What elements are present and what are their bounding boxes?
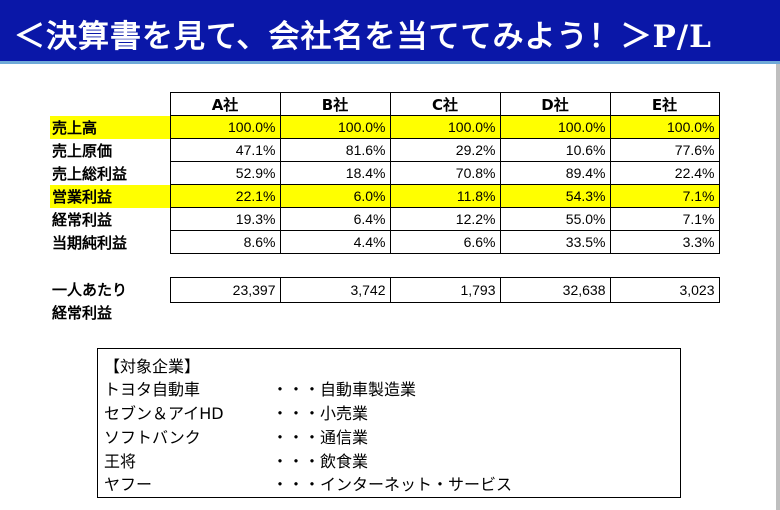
company-industry: ・・・自動車製造業 xyxy=(272,380,417,399)
table-row: 経常利益 19.3% 6.4% 12.2% 55.0% 7.1% xyxy=(50,207,720,231)
companies-box: 【対象企業】 トヨタ自動車 ・・・自動車製造業 セブン＆アイHD ・・・小売業 … xyxy=(97,348,681,498)
companies-heading: 【対象企業】 xyxy=(104,357,201,376)
cell-value: 4.4% xyxy=(279,230,391,254)
company-industry: ・・・飲食業 xyxy=(272,452,369,471)
per-capita-label-line2: 経常利益 xyxy=(52,304,113,322)
cell-value: 100.0% xyxy=(169,115,281,139)
cell-value: 100.0% xyxy=(279,115,391,139)
header-blank xyxy=(50,93,170,116)
cell-value: 89.4% xyxy=(499,161,611,185)
cell-value: 77.6% xyxy=(609,138,720,162)
frame-edge xyxy=(776,64,780,510)
cell-value: 18.4% xyxy=(279,161,391,185)
cell-value: 29.2% xyxy=(389,138,501,162)
per-capita-row: 一人あたり 23,397 3,742 1,793 32,638 3,023 xyxy=(50,277,720,303)
header-row: A社 B社 C社 D社 E社 xyxy=(50,92,720,116)
cell-value: 1,793 xyxy=(389,277,501,303)
table-row: 売上原価 47.1% 81.6% 29.2% 10.6% 77.6% xyxy=(50,138,720,162)
cell-value: 100.0% xyxy=(389,115,501,139)
column-header: E社 xyxy=(609,92,720,116)
cell-value: 54.3% xyxy=(499,184,611,208)
cell-value: 3.3% xyxy=(609,230,720,254)
table-row: 売上高 100.0% 100.0% 100.0% 100.0% 100.0% xyxy=(50,115,720,139)
cell-value: 3,023 xyxy=(609,277,720,303)
company-industry: ・・・インターネット・サービス xyxy=(272,475,513,494)
cell-value: 52.9% xyxy=(169,161,281,185)
company-name: セブン＆アイHD xyxy=(104,404,224,423)
cell-value: 8.6% xyxy=(169,230,281,254)
cell-value: 3,742 xyxy=(279,277,391,303)
table-row: 営業利益 22.1% 6.0% 11.8% 54.3% 7.1% xyxy=(50,184,720,208)
table-row: 売上総利益 52.9% 18.4% 70.8% 89.4% 22.4% xyxy=(50,161,720,185)
cell-value: 23,397 xyxy=(169,277,281,303)
cell-value: 6.4% xyxy=(279,207,391,231)
title-bar: ＜決算書を見て、会社名を当ててみよう！＞P/L xyxy=(0,0,780,64)
cell-value: 100.0% xyxy=(609,115,720,139)
row-label: 営業利益 xyxy=(50,184,170,208)
company-name: トヨタ自動車 xyxy=(104,380,201,399)
cell-value: 70.8% xyxy=(389,161,501,185)
cell-value: 10.6% xyxy=(499,138,611,162)
cell-value: 6.6% xyxy=(389,230,501,254)
cell-value: 22.4% xyxy=(609,161,720,185)
cell-value: 12.2% xyxy=(389,207,501,231)
company-name: 王将 xyxy=(104,452,137,471)
pl-table: A社 B社 C社 D社 E社 売上高 100.0% 100.0% 100.0% … xyxy=(50,92,720,254)
row-label: 売上高 xyxy=(50,115,170,139)
column-header: B社 xyxy=(279,92,391,116)
table-row: 当期純利益 8.6% 4.4% 6.6% 33.5% 3.3% xyxy=(50,230,720,254)
cell-value: 19.3% xyxy=(169,207,281,231)
column-header: D社 xyxy=(499,92,611,116)
company-name: ヤフー xyxy=(104,475,153,494)
column-header: C社 xyxy=(389,92,501,116)
company-industry: ・・・通信業 xyxy=(272,428,369,447)
row-label: 売上総利益 xyxy=(52,164,128,183)
cell-value: 55.0% xyxy=(499,207,611,231)
cell-value: 22.1% xyxy=(169,184,281,208)
cell-value: 33.5% xyxy=(499,230,611,254)
cell-value: 32,638 xyxy=(499,277,611,303)
row-label: 売上原価 xyxy=(52,141,113,160)
cell-value: 11.8% xyxy=(389,184,501,208)
company-industry: ・・・小売業 xyxy=(272,404,369,423)
row-label: 経常利益 xyxy=(52,210,113,229)
cell-value: 81.6% xyxy=(279,138,391,162)
page-title: ＜決算書を見て、会社名を当ててみよう！＞P/L xyxy=(14,19,712,55)
cell-value: 7.1% xyxy=(609,207,720,231)
cell-value: 7.1% xyxy=(609,184,720,208)
row-label: 当期純利益 xyxy=(52,233,128,252)
column-header: A社 xyxy=(169,92,281,116)
cell-value: 6.0% xyxy=(279,184,391,208)
company-name: ソフトバンク xyxy=(104,428,201,447)
per-capita-table: 一人あたり 23,397 3,742 1,793 32,638 3,023 xyxy=(50,277,720,303)
per-capita-label: 一人あたり xyxy=(52,280,128,299)
cell-value: 47.1% xyxy=(169,138,281,162)
cell-value: 100.0% xyxy=(499,115,611,139)
